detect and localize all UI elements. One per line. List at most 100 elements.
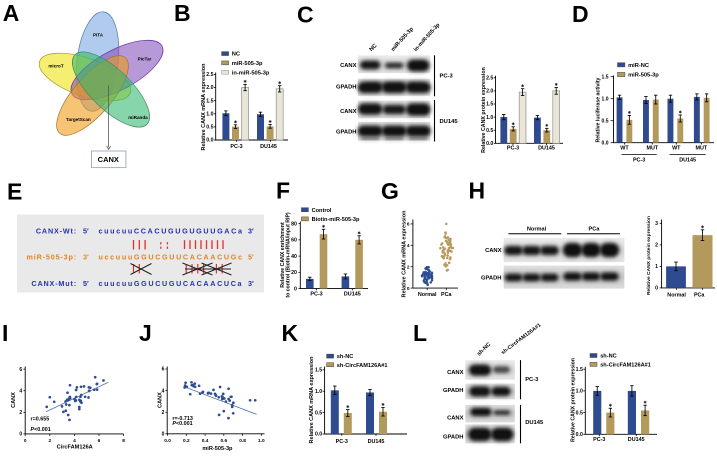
svg-text:6: 6: [407, 222, 410, 228]
svg-text:2.0: 2.0: [206, 85, 213, 91]
svg-text:Control: Control: [312, 208, 332, 214]
svg-text:CANX-Wt:: CANX-Wt:: [36, 227, 77, 236]
svg-text:microT: microT: [48, 64, 64, 69]
svg-text:0.5: 0.5: [315, 410, 322, 416]
svg-text:Normal: Normal: [527, 227, 547, 233]
svg-text:PCa: PCa: [589, 227, 601, 233]
svg-text:4: 4: [73, 438, 76, 444]
svg-text:Normal: Normal: [667, 292, 686, 298]
svg-text:2: 2: [19, 410, 22, 416]
svg-text:2: 2: [655, 243, 658, 249]
svg-text:J: J: [139, 320, 152, 346]
svg-text:sh-NC: sh-NC: [337, 354, 353, 360]
svg-text:0.5: 0.5: [602, 118, 609, 124]
svg-text:NC: NC: [369, 43, 379, 53]
svg-text:WT: WT: [620, 145, 629, 151]
svg-text:0.5: 0.5: [206, 125, 213, 131]
svg-text:CANX: CANX: [157, 392, 163, 408]
svg-text:Relative CANX mRNA expression: Relative CANX mRNA expression: [309, 356, 315, 444]
svg-text:0.0: 0.0: [486, 141, 493, 147]
svg-text:I: I: [2, 320, 8, 346]
svg-text:1.0: 1.0: [576, 389, 583, 395]
svg-text:4: 4: [19, 388, 22, 394]
svg-text:6: 6: [162, 367, 165, 373]
svg-text:sh-CircFAM126A#1: sh-CircFAM126A#1: [500, 322, 542, 356]
svg-text:CANX: CANX: [340, 109, 357, 115]
svg-text:CANX: CANX: [447, 370, 464, 376]
svg-text:in-miR-505-3p: in-miR-505-3p: [232, 70, 270, 76]
svg-text:0.0: 0.0: [602, 140, 609, 146]
svg-text:CANX: CANX: [340, 63, 357, 69]
svg-text:MUT: MUT: [646, 145, 658, 151]
svg-text:2.0: 2.0: [486, 89, 493, 95]
svg-text:PC-3: PC-3: [230, 144, 242, 150]
svg-text:3′: 3′: [248, 227, 254, 236]
svg-text:0: 0: [655, 286, 658, 292]
svg-text:1.0: 1.0: [486, 115, 493, 121]
svg-text:2: 2: [407, 264, 410, 270]
svg-text:2.5: 2.5: [206, 72, 213, 78]
svg-text:Relative CANX protein expressi: Relative CANX protein expression: [481, 67, 487, 153]
svg-text:CANX: CANX: [485, 248, 502, 254]
svg-text:miR-NC: miR-NC: [628, 63, 649, 69]
svg-text:5′: 5′: [248, 252, 254, 261]
svg-text:Relative CANX protein expressi: Relative CANX protein expression: [570, 358, 576, 442]
svg-text:Relative luciferase activity: Relative luciferase activity: [596, 77, 602, 142]
svg-text:40: 40: [291, 254, 297, 260]
svg-text:3′: 3′: [83, 252, 89, 261]
svg-text:miR-505-3p: miR-505-3p: [202, 446, 233, 452]
svg-text:DU145: DU145: [628, 437, 645, 443]
svg-text:D: D: [572, 1, 589, 27]
svg-text:CircFAM126A: CircFAM126A: [57, 444, 93, 450]
svg-text:PicTar: PicTar: [138, 57, 152, 62]
svg-text:sh-NC: sh-NC: [476, 342, 492, 358]
svg-text:r=-0.713: r=-0.713: [172, 416, 193, 422]
svg-text:4: 4: [162, 388, 165, 394]
svg-text:r=0.655: r=0.655: [31, 416, 50, 422]
svg-text:miR-505-3p: miR-505-3p: [390, 26, 415, 53]
svg-text:0.0: 0.0: [315, 432, 322, 438]
svg-text:1.0: 1.0: [315, 389, 322, 395]
svg-text:6: 6: [19, 367, 22, 373]
svg-text:Normal: Normal: [418, 292, 437, 298]
svg-text:2: 2: [48, 438, 51, 444]
svg-text:G: G: [381, 178, 399, 204]
svg-text:DU145: DU145: [679, 158, 696, 164]
svg-text:CANX-Mut:: CANX-Mut:: [31, 279, 77, 288]
svg-text:MUT: MUT: [695, 145, 707, 151]
svg-text:GPADH: GPADH: [443, 388, 464, 394]
svg-text:0.0: 0.0: [576, 432, 583, 438]
svg-text:Relative CANX protein expressi: Relative CANX protein expression: [646, 216, 652, 295]
svg-text:3: 3: [655, 221, 658, 227]
svg-text:sh-CircFAM126A#1: sh-CircFAM126A#1: [600, 363, 651, 369]
svg-text:4: 4: [407, 243, 410, 249]
svg-text:PC-3: PC-3: [440, 74, 454, 80]
svg-text:GPADH: GPADH: [336, 130, 357, 136]
svg-text:GPADH: GPADH: [443, 435, 464, 441]
svg-text:PC-3: PC-3: [336, 439, 348, 445]
svg-text:cuucuuGGUCUGUCACAACUCa: cuucuuGGUCUGUCACAACUCa: [99, 279, 244, 288]
svg-text:1.0: 1.0: [258, 438, 265, 444]
svg-text:0.0: 0.0: [206, 138, 213, 144]
svg-text:1.0: 1.0: [206, 112, 213, 118]
svg-text:0.0: 0.0: [164, 438, 171, 444]
svg-text:TargetScan: TargetScan: [66, 117, 91, 122]
svg-text:0.6: 0.6: [220, 438, 227, 444]
svg-text:PC-3: PC-3: [633, 158, 645, 164]
svg-text:1.5: 1.5: [206, 98, 213, 104]
svg-text:0.5: 0.5: [576, 410, 583, 416]
svg-text:2: 2: [162, 410, 165, 416]
svg-text:1.5: 1.5: [315, 368, 322, 374]
svg-text:0.8: 0.8: [239, 438, 246, 444]
svg-text:L: L: [413, 320, 427, 346]
svg-text:P<0.001: P<0.001: [31, 427, 51, 433]
svg-text:CANX: CANX: [98, 155, 119, 164]
svg-text:PITA: PITA: [93, 33, 104, 38]
svg-text:5′: 5′: [83, 227, 89, 236]
svg-text:to control (Biotin-mRNA/input: to control (Biotin-mRNA/input RIP): [286, 212, 292, 298]
svg-text:1: 1: [655, 264, 658, 270]
svg-text:GPADH: GPADH: [481, 276, 502, 282]
svg-text:3′: 3′: [248, 279, 254, 288]
svg-text:60: 60: [291, 238, 297, 244]
svg-text:H: H: [469, 178, 486, 204]
